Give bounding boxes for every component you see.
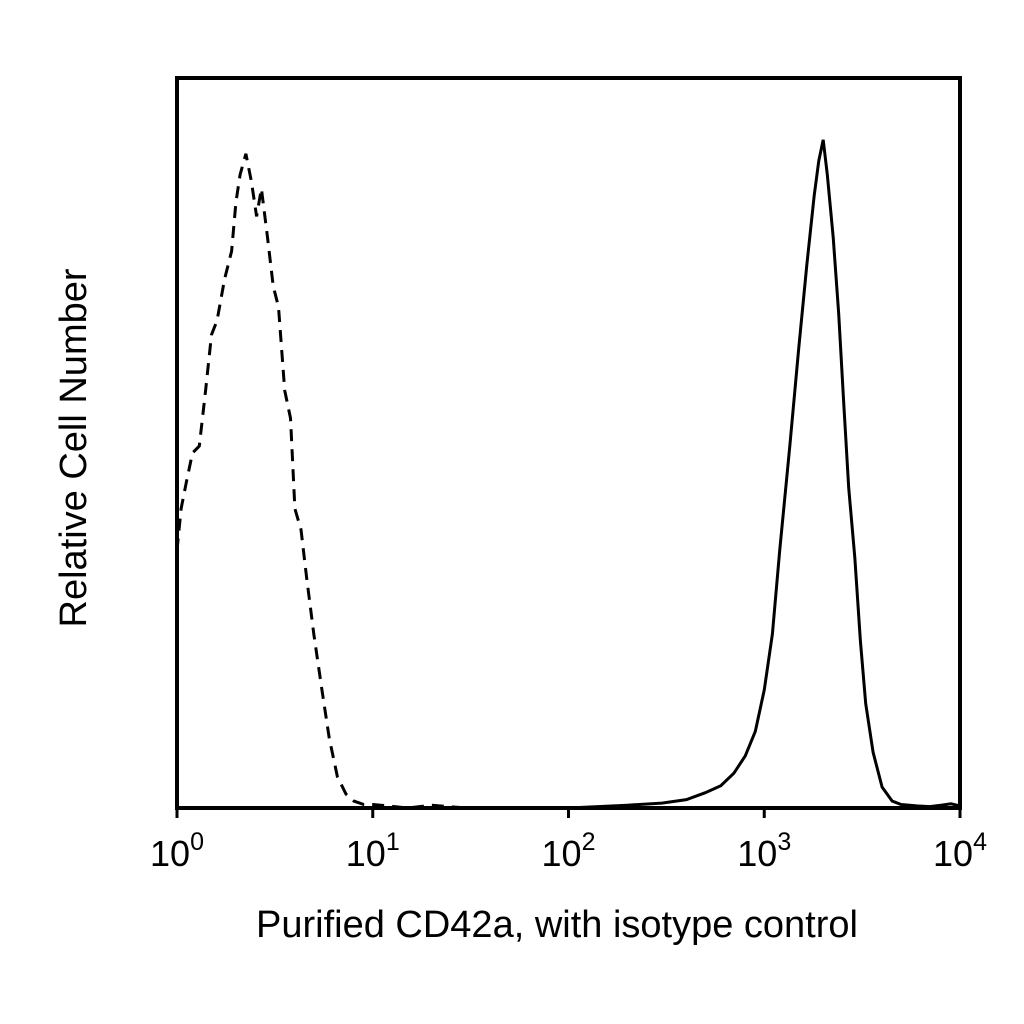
x-tick-label: 103: [737, 828, 791, 874]
x-axis-title: Purified CD42a, with isotype control: [256, 904, 858, 946]
plot-area: [175, 139, 961, 810]
x-tick-label: 104: [933, 828, 987, 874]
x-tick-label: 101: [346, 828, 400, 874]
isotype-control-histogram-line: [175, 153, 510, 810]
x-tick-label: 102: [542, 828, 596, 874]
cd42a-histogram-line: [568, 139, 961, 810]
x-axis-ticks: 100 101 102 103 104: [150, 808, 987, 874]
plot-frame: [175, 76, 962, 810]
x-tick-label: 100: [150, 828, 204, 874]
y-axis-title: Relative Cell Number: [53, 268, 95, 627]
